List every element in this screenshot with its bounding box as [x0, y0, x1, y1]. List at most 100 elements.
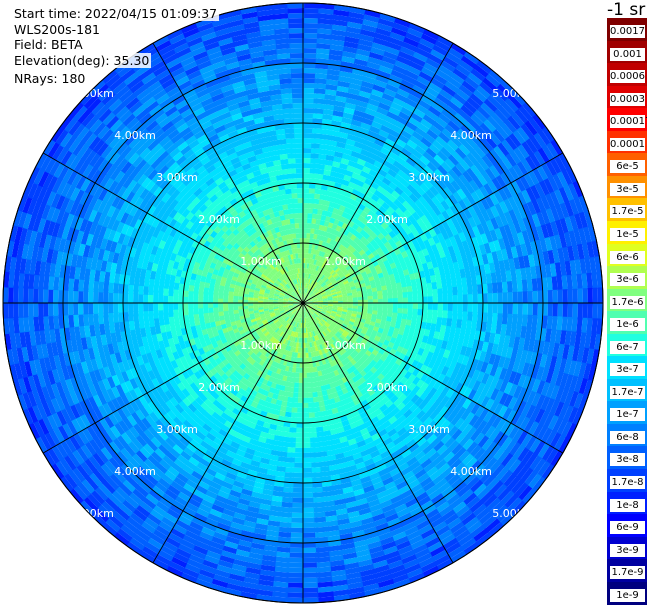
range-gate-cell [143, 318, 150, 328]
range-gate-cell [288, 276, 292, 282]
range-gate-cell [133, 346, 142, 358]
range-gate-cell [376, 314, 382, 320]
range-gate-cell [270, 418, 279, 426]
range-gate-cell [424, 384, 433, 395]
range-gate-cell [273, 295, 279, 298]
range-gate-cell [327, 145, 337, 152]
range-gate-cell [352, 114, 364, 123]
range-gate-cell [335, 286, 341, 291]
range-gate-cell [245, 124, 258, 132]
range-gate-cell [395, 138, 408, 149]
range-gate-cell [376, 268, 383, 275]
range-gate-cell [400, 165, 411, 176]
range-gate-cell [295, 317, 299, 322]
range-gate-cell [331, 310, 337, 314]
range-gate-cell [146, 243, 154, 254]
range-gate-cell [292, 336, 296, 343]
range-gate-cell [361, 415, 371, 424]
range-gate-cell [271, 337, 277, 344]
range-gate-cell [347, 292, 353, 297]
range-gate-cell [281, 354, 286, 361]
range-gate-cell [238, 346, 245, 354]
range-gate-cell [353, 236, 361, 244]
range-gate-cell [283, 113, 295, 119]
range-gate-cell [253, 148, 264, 156]
range-gate-cell [477, 284, 483, 295]
range-gate-cell [249, 272, 256, 278]
range-gate-cell [191, 196, 201, 206]
range-gate-cell [285, 188, 292, 195]
range-gate-cell [467, 303, 473, 313]
range-gate-cell [311, 213, 318, 220]
range-gate-cell [289, 238, 294, 245]
range-gate-cell [183, 308, 189, 316]
range-gate-cell [308, 407, 315, 413]
range-gate-cell [202, 252, 210, 261]
range-gate-cell [336, 172, 346, 180]
range-gate-cell [280, 506, 293, 513]
range-gate-cell [310, 321, 314, 327]
range-gate-cell [454, 327, 461, 337]
range-gate-cell [142, 381, 152, 393]
range-gate-cell [450, 225, 459, 237]
range-gate-cell [423, 202, 433, 213]
range-gate-cell [288, 319, 293, 324]
range-gate-cell [291, 292, 296, 297]
range-gate-cell [160, 372, 169, 383]
range-gate-cell [315, 219, 321, 225]
range-gate-cell [137, 173, 149, 186]
range-gate-cell [397, 462, 410, 473]
range-gate-cell [377, 467, 390, 477]
range-gate-cell [155, 348, 163, 359]
range-gate-cell [325, 216, 332, 223]
range-gate-cell [319, 273, 324, 279]
range-gate-cell [172, 260, 180, 270]
range-gate-cell [296, 306, 301, 312]
range-gate-cell [283, 477, 294, 483]
range-gate-cell [299, 322, 301, 328]
range-gate-cell [317, 204, 325, 211]
range-gate-cell [261, 452, 271, 460]
range-gate-cell [144, 233, 153, 244]
range-gate-cell [220, 185, 230, 194]
range-gate-cell [197, 220, 207, 230]
range-gate-cell [326, 281, 332, 286]
range-gate-cell [124, 390, 135, 403]
range-gate-cell [127, 236, 136, 248]
range-gate-cell [205, 276, 212, 284]
range-gate-cell [277, 270, 283, 276]
range-gate-cell [342, 305, 348, 308]
range-gate-cell [325, 279, 331, 285]
range-gate-cell [315, 183, 323, 190]
range-gate-cell [294, 352, 298, 358]
range-gate-cell [338, 205, 347, 212]
range-gate-cell [399, 384, 408, 394]
range-gate-cell [316, 365, 322, 372]
range-gate-cell [450, 343, 458, 354]
range-gate-cell [189, 390, 199, 400]
range-gate-cell [194, 226, 203, 235]
range-gate-cell [409, 351, 418, 361]
range-gate-cell [330, 323, 336, 329]
range-gate-cell [432, 288, 438, 297]
range-gate-cell [246, 243, 253, 250]
range-gate-cell [115, 209, 126, 222]
range-gate-cell [353, 243, 360, 251]
range-gate-cell [472, 303, 478, 313]
range-gate-cell [159, 272, 167, 282]
range-gate-cell [335, 351, 342, 358]
range-gate-cell [426, 261, 434, 270]
range-gate-cell [349, 253, 356, 260]
range-gate-cell [303, 103, 315, 109]
range-gate-cell [377, 151, 389, 161]
range-gate-cell [337, 431, 347, 439]
range-gate-cell [270, 500, 283, 507]
range-gate-cell [276, 394, 284, 401]
range-gate-cell [298, 337, 302, 343]
range-gate-cell [396, 195, 406, 205]
range-gate-cell [158, 256, 166, 266]
range-gate-cell [359, 170, 370, 179]
range-gate-cell [439, 324, 447, 334]
range-gate-cell [294, 296, 300, 301]
range-gate-cell [293, 304, 299, 307]
